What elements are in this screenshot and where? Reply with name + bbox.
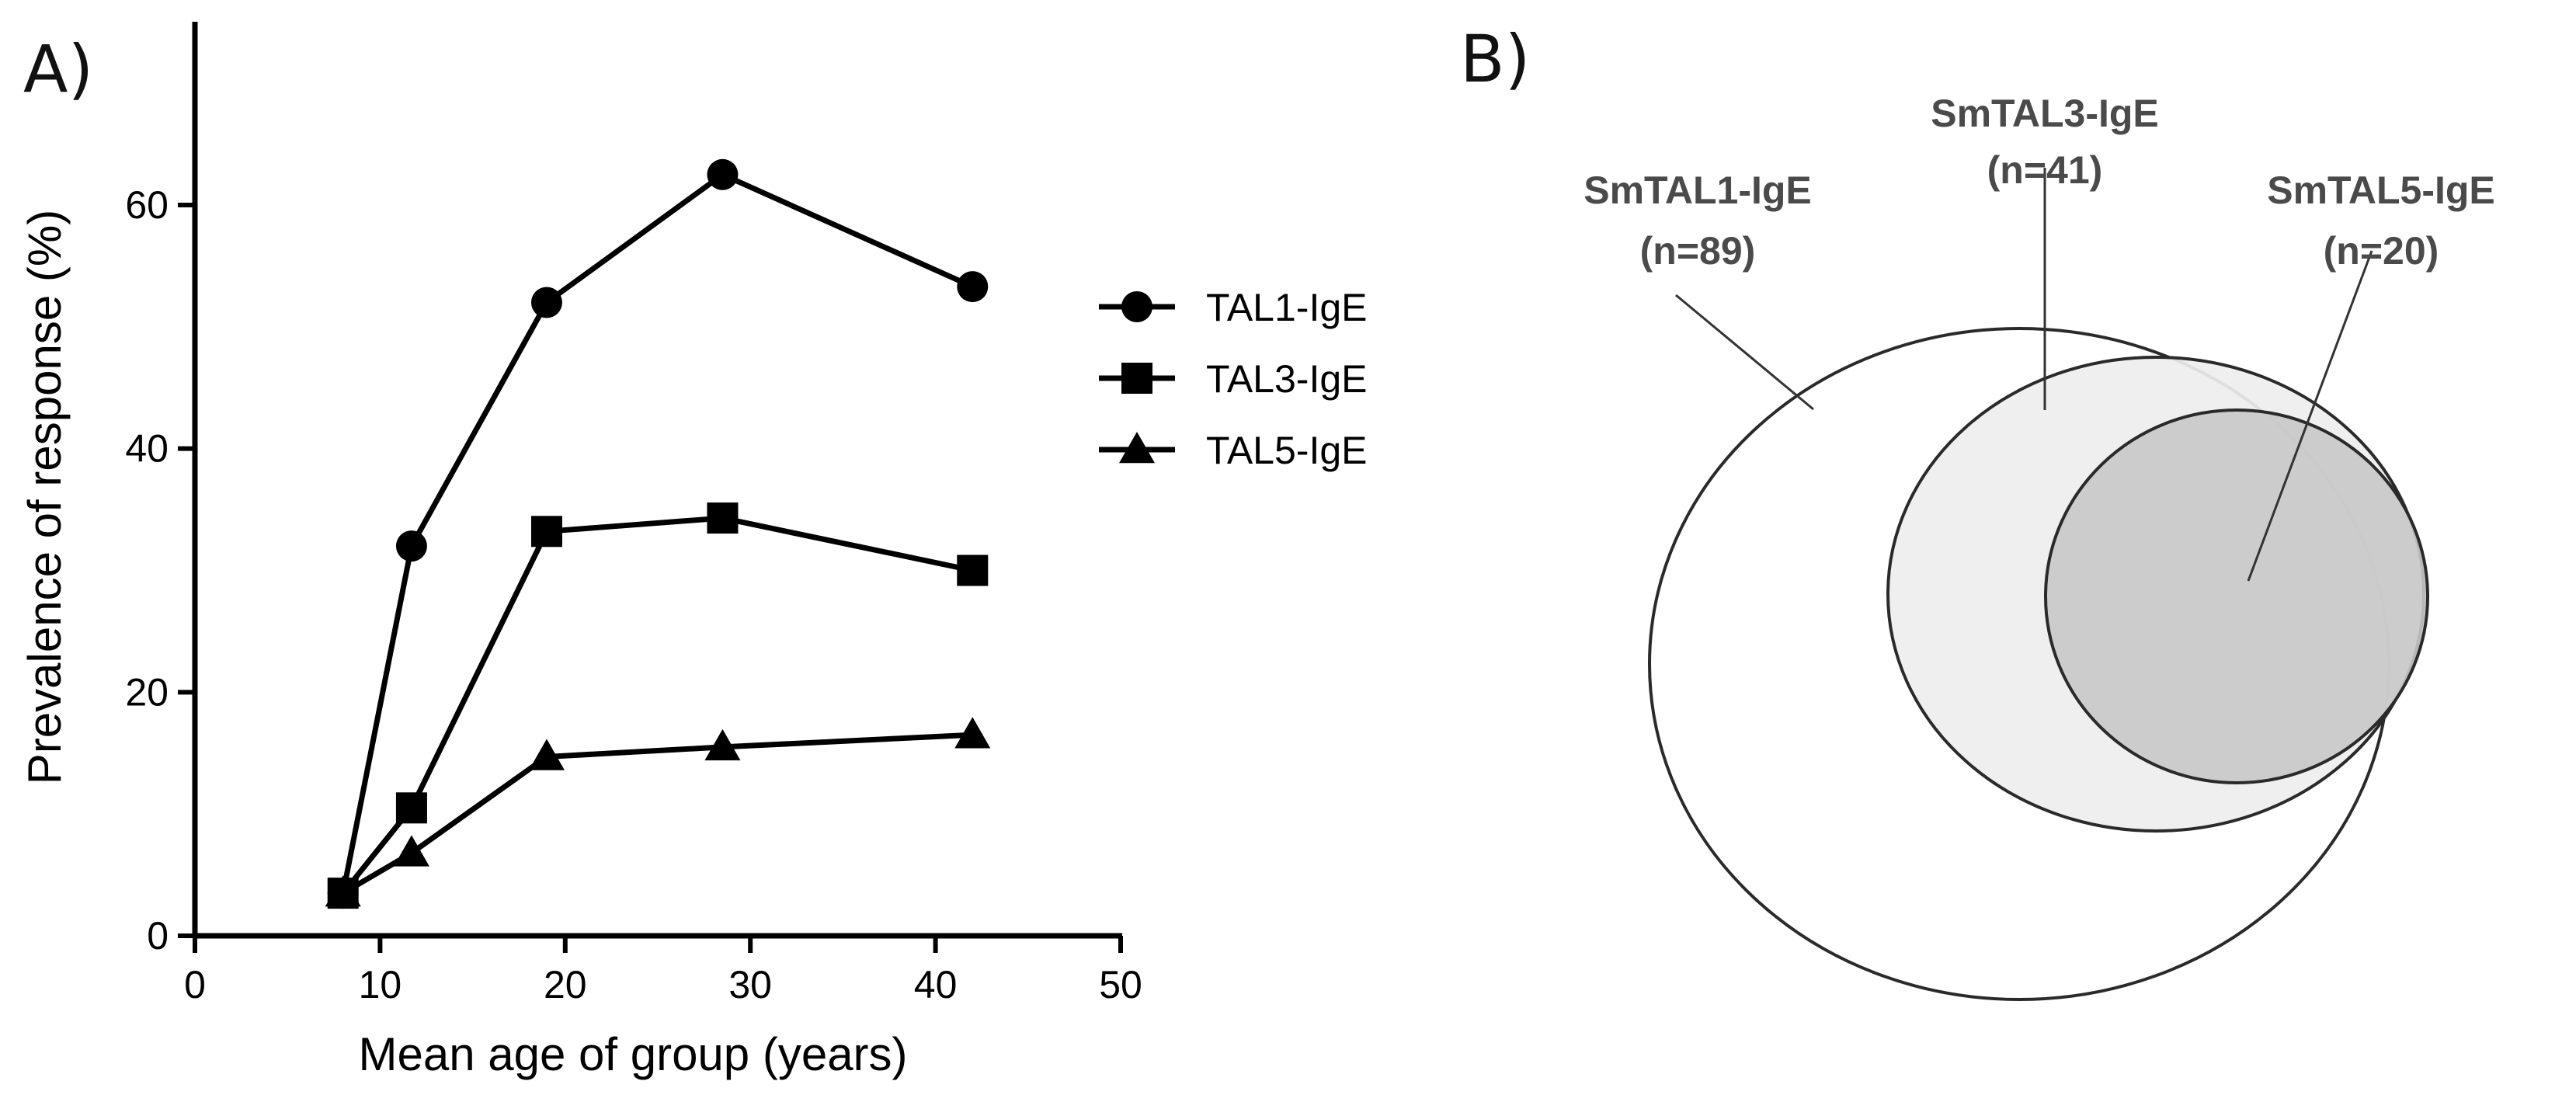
- venn-pointer-tal5: [2247, 250, 2373, 582]
- legend-item: TAL1-IgE: [1099, 286, 1368, 329]
- y-axis-title: Prevalence of response (%): [19, 210, 71, 784]
- legend-marker: [1121, 291, 1152, 322]
- legend-item: TAL3-IgE: [1099, 357, 1368, 401]
- x-axis-title: Mean age of group (years): [358, 1028, 907, 1080]
- x-tick-label: 0: [184, 963, 206, 1006]
- legend-item: TAL5-IgE: [1099, 429, 1368, 472]
- y-tick-label: 60: [125, 183, 169, 227]
- venn-pointer-tal1: [1675, 294, 1814, 411]
- legend: TAL1-IgE TAL3-IgE TAL5-IgE: [1099, 286, 1368, 472]
- data-point: [707, 502, 739, 534]
- legend-marker: [1119, 432, 1155, 464]
- data-point: [395, 792, 427, 824]
- panel-b-venn-diagram: B) SmTAL1-IgE (n=89) SmTAL3-IgE (n=41) S…: [1460, 21, 2495, 1001]
- venn-label-tal1-name: SmTAL1-IgE: [1583, 169, 1812, 212]
- legend-label: TAL1-IgE: [1206, 286, 1368, 329]
- y-tick-label: 0: [147, 914, 169, 958]
- data-point: [957, 554, 989, 586]
- venn-label-tal1-count: (n=89): [1640, 229, 1756, 273]
- x-tick-label: 10: [359, 963, 402, 1006]
- venn-label-tal5-name: SmTAL5-IgE: [2267, 169, 2495, 212]
- panel-b-label: B): [1460, 21, 1530, 97]
- legend-label: TAL3-IgE: [1206, 357, 1368, 401]
- data-point: [395, 530, 427, 562]
- x-tick-label: 40: [914, 963, 958, 1006]
- axis-ticks: 0 10 20 30 40 50 0 20 40 60: [125, 183, 1142, 1006]
- legend-marker: [1121, 363, 1152, 394]
- y-tick-label: 20: [125, 670, 169, 714]
- venn-label-tal3-name: SmTAL3-IgE: [1931, 92, 2159, 135]
- data-point: [957, 271, 989, 303]
- y-tick-label: 40: [125, 427, 169, 471]
- series-tal5-ige: [325, 717, 991, 907]
- panel-a-line-chart: A) Prevalence of response (%) Mean age o…: [19, 22, 1368, 1080]
- data-point: [707, 158, 739, 190]
- legend-label: TAL5-IgE: [1206, 429, 1368, 472]
- data-point: [954, 717, 991, 749]
- x-tick-label: 20: [544, 963, 587, 1006]
- venn-circle-tal5: [2044, 408, 2429, 784]
- data-point: [393, 835, 429, 867]
- panel-a-label: A): [23, 31, 93, 107]
- data-point: [704, 728, 741, 761]
- x-tick-label: 50: [1099, 963, 1142, 1006]
- venn-label-tal3-count: (n=41): [1987, 148, 2103, 192]
- data-point: [325, 875, 361, 907]
- data-point: [530, 287, 562, 318]
- series-tal3-ige: [327, 502, 989, 909]
- data-point: [530, 516, 562, 548]
- data-point: [528, 739, 565, 770]
- data-series: [325, 158, 991, 909]
- x-tick-label: 30: [728, 963, 772, 1006]
- venn-label-tal5-count: (n=20): [2324, 229, 2439, 273]
- series-line: [340, 172, 974, 894]
